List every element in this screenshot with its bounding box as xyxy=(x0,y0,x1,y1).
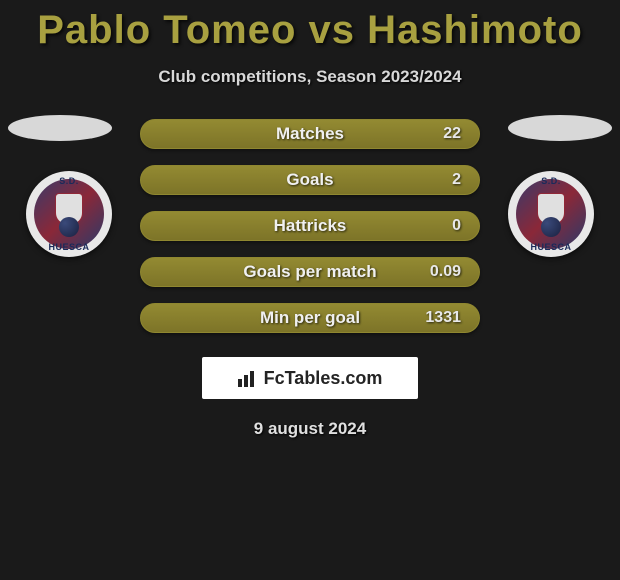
source-brand: FcTables.com xyxy=(202,357,418,399)
stat-value: 1331 xyxy=(425,309,461,327)
stat-row-hattricks: Hattricks 0 xyxy=(140,211,480,241)
club-badge-right-inner xyxy=(516,179,586,249)
brand-name: FcTables.com xyxy=(264,368,383,389)
badge-right-text-top: S.D. xyxy=(541,176,561,186)
ball-icon xyxy=(59,217,79,237)
club-badge-left: S.D. HUESCA xyxy=(26,171,112,257)
stat-row-goals: Goals 2 xyxy=(140,165,480,195)
stat-rows: Matches 22 Goals 2 Hattricks 0 Goals per… xyxy=(140,115,480,333)
stat-value: 22 xyxy=(443,125,461,143)
stat-label: Goals xyxy=(286,170,333,190)
badge-left-text-top: S.D. xyxy=(59,176,79,186)
stat-row-matches: Matches 22 xyxy=(140,119,480,149)
player-ellipse-left xyxy=(8,115,112,141)
comparison-area: S.D. HUESCA S.D. HUESCA Matches 22 Goals… xyxy=(0,115,620,333)
badge-left-text-bot: HUESCA xyxy=(48,242,89,252)
stat-value: 2 xyxy=(452,171,461,189)
stat-row-goals-per-match: Goals per match 0.09 xyxy=(140,257,480,287)
footer-date: 9 august 2024 xyxy=(0,419,620,439)
bar-chart-icon xyxy=(238,369,258,387)
stat-row-min-per-goal: Min per goal 1331 xyxy=(140,303,480,333)
page-title: Pablo Tomeo vs Hashimoto xyxy=(0,0,620,53)
stat-label: Matches xyxy=(276,124,344,144)
stat-label: Min per goal xyxy=(260,308,360,328)
player-ellipse-right xyxy=(508,115,612,141)
badge-right-text-bot: HUESCA xyxy=(530,242,571,252)
stat-value: 0.09 xyxy=(430,263,461,281)
page-subtitle: Club competitions, Season 2023/2024 xyxy=(0,67,620,87)
stat-value: 0 xyxy=(452,217,461,235)
club-badge-right: S.D. HUESCA xyxy=(508,171,594,257)
stat-label: Hattricks xyxy=(274,216,347,236)
stat-label: Goals per match xyxy=(243,262,376,282)
ball-icon xyxy=(541,217,561,237)
club-badge-left-inner xyxy=(34,179,104,249)
